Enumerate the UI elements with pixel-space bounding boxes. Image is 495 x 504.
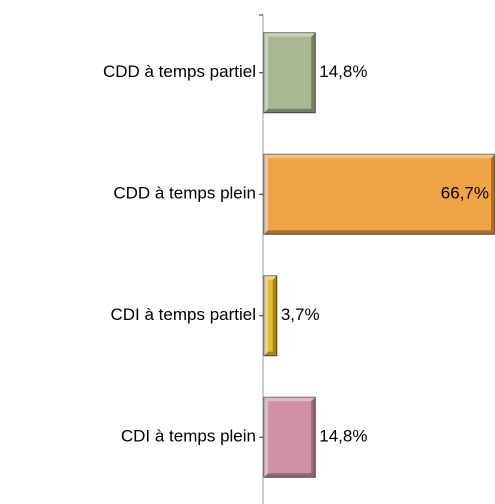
category-label: CDI à temps plein [121, 427, 256, 446]
bar [263, 396, 316, 478]
value-label: 3,7% [281, 305, 320, 324]
category-label: CDD à temps partiel [103, 62, 256, 81]
value-label: 66,7% [441, 184, 489, 203]
bar [263, 153, 495, 235]
category-label: CDI à temps partiel [111, 305, 257, 324]
bar-bevel-dark [264, 275, 277, 356]
bar [263, 32, 316, 114]
value-label: 14,8% [319, 427, 367, 446]
value-label: 14,8% [319, 62, 367, 81]
category-label: CDD à temps plein [113, 184, 256, 203]
bar-bevel-light [264, 275, 277, 356]
bar [263, 275, 278, 357]
